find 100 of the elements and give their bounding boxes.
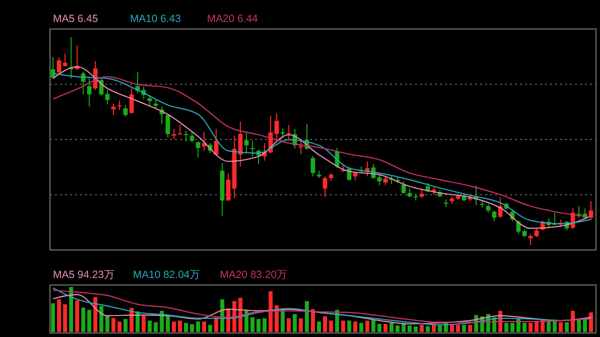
bar [570, 310, 575, 332]
series-label: MA5 94.23万 [53, 269, 115, 281]
bar [552, 320, 557, 332]
bar [462, 324, 466, 332]
bar [208, 324, 212, 332]
bar [558, 322, 563, 332]
bar [93, 297, 98, 332]
bar [196, 322, 200, 332]
bar [178, 320, 182, 332]
bar [51, 303, 55, 332]
candlestick [244, 132, 249, 154]
bar [262, 318, 267, 332]
bar [456, 324, 460, 332]
bar [220, 299, 224, 332]
candlestick [298, 139, 304, 155]
bar [420, 324, 424, 332]
bar [450, 324, 454, 332]
bar [564, 322, 569, 332]
bar [316, 322, 321, 332]
bar [63, 304, 68, 332]
bar [166, 315, 170, 332]
bar [280, 310, 285, 332]
bar [184, 322, 188, 332]
bar [310, 309, 315, 332]
bar [142, 316, 146, 332]
bar [256, 318, 261, 332]
bar [117, 322, 122, 332]
bar [576, 320, 581, 332]
candlestick [111, 103, 116, 116]
bar [99, 306, 104, 332]
candlestick [534, 227, 539, 238]
candlestick [148, 94, 152, 108]
candlestick [202, 131, 206, 152]
text: MA5 6.45 [53, 13, 98, 25]
candlestick [310, 155, 316, 177]
candlestick [401, 180, 406, 194]
bar [292, 314, 297, 332]
bar [81, 308, 86, 332]
bar [304, 301, 309, 332]
candlestick [190, 131, 194, 143]
bar [383, 324, 388, 332]
bar [359, 322, 364, 332]
candlestick [196, 140, 200, 158]
bar [57, 299, 62, 332]
bar [347, 320, 352, 332]
candlestick [62, 53, 68, 68]
bar [298, 318, 303, 332]
bar [329, 320, 334, 332]
bar [365, 320, 370, 332]
bar [522, 322, 527, 332]
bar [214, 317, 218, 332]
candlestick [322, 176, 328, 198]
bar [528, 322, 533, 332]
bar [432, 324, 436, 332]
bar [371, 320, 376, 332]
candlestick [129, 88, 134, 114]
candlestick [492, 210, 496, 222]
bar [510, 322, 514, 332]
bar [190, 324, 194, 332]
bar [202, 322, 206, 332]
bar [546, 322, 551, 332]
bar [426, 326, 430, 332]
bar [69, 287, 74, 332]
bar [341, 320, 346, 332]
candlestick [87, 76, 92, 108]
bar [172, 322, 176, 332]
candlestick [166, 114, 170, 138]
bar [438, 325, 442, 332]
bar [286, 318, 291, 332]
bar [534, 322, 539, 332]
text: MA20 83.20万 [220, 269, 288, 281]
text: MA10 82.04万 [133, 269, 201, 281]
bar [124, 318, 128, 332]
bar [408, 325, 412, 332]
bar [589, 312, 593, 332]
bar [353, 322, 358, 332]
text: MA10 6.43 [130, 13, 181, 25]
bar [414, 326, 418, 332]
bar [504, 322, 508, 332]
bar [377, 324, 382, 332]
bar [250, 317, 254, 332]
bar [148, 320, 152, 332]
candlestick [214, 128, 218, 156]
bar [111, 318, 116, 332]
bar [75, 300, 80, 332]
bar [582, 320, 587, 332]
bar [323, 316, 328, 332]
bar [87, 310, 92, 332]
bar [396, 325, 400, 332]
text: MA20 6.44 [207, 13, 258, 25]
bar [105, 316, 110, 332]
bar [160, 310, 164, 332]
bar [274, 305, 279, 332]
candlestick [528, 234, 533, 246]
candlestick [420, 188, 424, 198]
bar [268, 291, 273, 332]
bar [154, 322, 158, 332]
bar [390, 322, 394, 332]
candlestick [286, 124, 291, 140]
bar [468, 324, 472, 332]
